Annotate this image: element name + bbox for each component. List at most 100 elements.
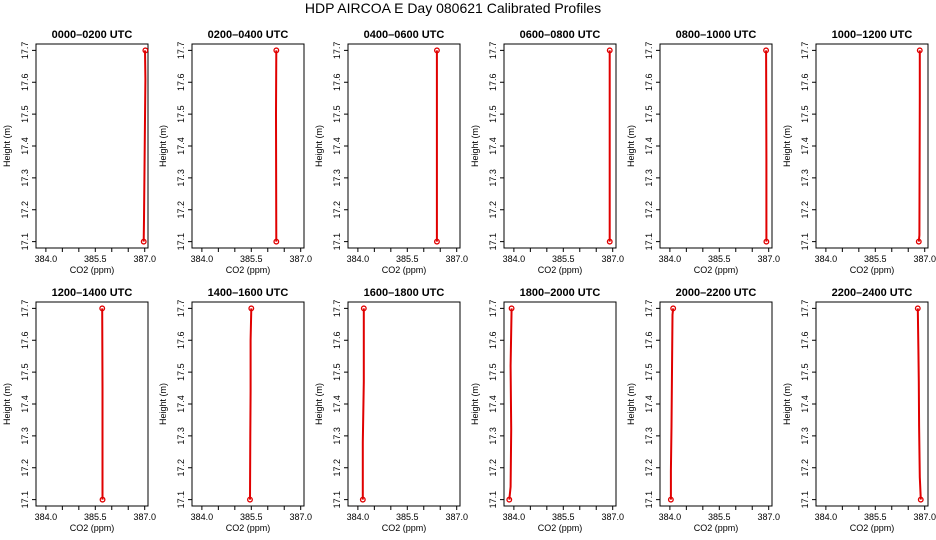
y-tick-label: 17.1 [332, 233, 342, 251]
y-tick-label: 17.2 [644, 459, 654, 477]
x-tick-label: 384.0 [35, 254, 58, 264]
x-axis-label: CO2 (ppm) [694, 265, 739, 275]
panel: 2000–2200 UTC 384.0 385.5 387.0 17.1 17.2 17.3… [626, 287, 780, 533]
plot-frame [347, 301, 461, 507]
y-tick-label: 17.2 [800, 201, 810, 219]
y-tick-label: 17.5 [644, 363, 654, 381]
panel: 0400–0600 UTC 384.0 385.5 387.0 17.1 17.2 17.3… [314, 29, 468, 275]
y-tick-label: 17.5 [332, 105, 342, 123]
y-tick-label: 17.2 [488, 459, 498, 477]
x-tick-label: 384.0 [347, 512, 370, 522]
data-point [273, 238, 280, 245]
data-point [915, 238, 922, 245]
x-tick-label: 387.0 [133, 512, 156, 522]
x-tick-label: 385.5 [552, 512, 575, 522]
x-tick-label: 385.5 [552, 254, 575, 264]
data-point [142, 47, 149, 54]
x-axis-label: CO2 (ppm) [226, 523, 271, 533]
x-tick-label: 384.0 [503, 512, 526, 522]
y-tick-label: 17.4 [488, 395, 498, 413]
x-tick-label: 384.0 [815, 254, 838, 264]
panel: 0800–1000 UTC 384.0 385.5 387.0 17.1 17.2 17.3… [626, 29, 780, 275]
data-point [140, 238, 147, 245]
panel-title: 1600–1800 UTC [364, 287, 445, 299]
x-axis-label: CO2 (ppm) [538, 265, 583, 275]
y-axis-label: Height (m) [782, 125, 792, 167]
y-tick-label: 17.1 [800, 491, 810, 509]
data-point [606, 47, 613, 54]
y-axis-label: Height (m) [626, 383, 636, 425]
y-tick-label: 17.2 [800, 459, 810, 477]
y-tick-label: 17.6 [488, 331, 498, 349]
profile-line [916, 308, 922, 500]
panel-title: 2000–2200 UTC [676, 287, 757, 299]
y-tick-label: 17.4 [488, 137, 498, 155]
y-tick-label: 17.7 [644, 42, 654, 60]
y-tick-label: 17.6 [332, 331, 342, 349]
x-tick-label: 385.5 [84, 512, 107, 522]
y-tick-label: 17.7 [332, 42, 342, 60]
plot-frame [659, 43, 773, 249]
y-axis-label: Height (m) [2, 383, 12, 425]
y-tick-label: 17.3 [800, 169, 810, 187]
data-point [360, 305, 367, 312]
y-tick-label: 17.3 [488, 427, 498, 445]
y-tick-label: 17.1 [176, 233, 186, 251]
x-tick-label: 385.5 [84, 254, 107, 264]
plot-frame [347, 43, 461, 249]
y-tick-label: 17.5 [20, 363, 30, 381]
y-tick-label: 17.2 [176, 201, 186, 219]
panel-title: 0800–1000 UTC [676, 29, 757, 41]
y-tick-label: 17.5 [644, 105, 654, 123]
y-tick-label: 17.3 [20, 427, 30, 445]
panel-title: 1200–1400 UTC [52, 287, 133, 299]
x-tick-label: 384.0 [815, 512, 838, 522]
panel-title: 1400–1600 UTC [208, 287, 289, 299]
y-axis-label: Height (m) [158, 125, 168, 167]
plot-frame [659, 301, 773, 507]
data-point [606, 238, 613, 245]
y-tick-label: 17.5 [488, 363, 498, 381]
x-tick-label: 387.0 [757, 512, 780, 522]
y-tick-label: 17.5 [800, 105, 810, 123]
data-point [917, 496, 924, 503]
data-point [914, 305, 921, 312]
panel-title: 0400–0600 UTC [364, 29, 445, 41]
y-tick-label: 17.3 [332, 427, 342, 445]
y-tick-label: 17.2 [176, 459, 186, 477]
data-point [99, 496, 106, 503]
panel: 1000–1200 UTC 384.0 385.5 387.0 17.1 17.2 17.3… [782, 29, 936, 275]
plot-frame [191, 43, 305, 249]
profile-line [669, 308, 675, 500]
panel-title: 2200–2400 UTC [832, 287, 913, 299]
x-tick-label: 387.0 [601, 512, 624, 522]
panels: 0000–0200 UTC 384.0 385.5 387.0 17.1 17.2 17.3… [2, 29, 936, 533]
y-axis-label: Height (m) [470, 383, 480, 425]
x-tick-label: 387.0 [757, 254, 780, 264]
x-tick-label: 384.0 [503, 254, 526, 264]
y-tick-label: 17.7 [800, 300, 810, 318]
y-tick-label: 17.7 [488, 300, 498, 318]
x-tick-label: 385.5 [240, 254, 263, 264]
x-tick-label: 385.5 [864, 512, 887, 522]
y-axis-label: Height (m) [314, 125, 324, 167]
y-tick-label: 17.5 [332, 363, 342, 381]
y-tick-label: 17.7 [800, 42, 810, 60]
profile-line [249, 308, 253, 500]
y-tick-label: 17.1 [488, 491, 498, 509]
x-tick-label: 384.0 [191, 254, 214, 264]
y-tick-label: 17.7 [332, 300, 342, 318]
y-tick-label: 17.2 [332, 201, 342, 219]
y-tick-label: 17.1 [176, 491, 186, 509]
y-axis-label: Height (m) [470, 125, 480, 167]
y-tick-label: 17.6 [176, 331, 186, 349]
y-tick-label: 17.6 [20, 73, 30, 91]
y-tick-label: 17.6 [644, 73, 654, 91]
y-tick-label: 17.1 [488, 233, 498, 251]
y-tick-label: 17.1 [800, 233, 810, 251]
y-tick-label: 17.1 [332, 491, 342, 509]
x-tick-label: 387.0 [289, 512, 312, 522]
panel-title: 1000–1200 UTC [832, 29, 913, 41]
y-tick-label: 17.7 [644, 300, 654, 318]
panel: 0000–0200 UTC 384.0 385.5 387.0 17.1 17.2 17.3… [2, 29, 156, 275]
